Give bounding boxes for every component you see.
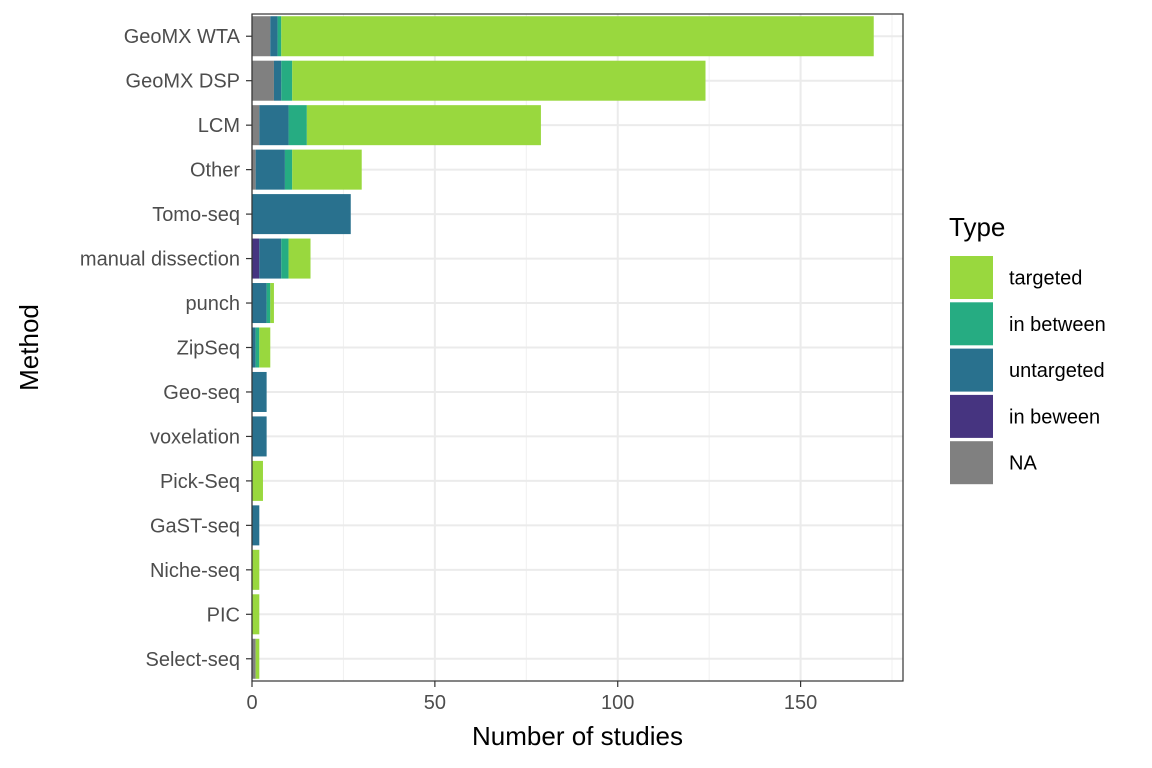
y-tick-label: manual dissection: [80, 249, 240, 271]
bar-segment: [281, 60, 293, 101]
legend-label: untargeted: [1009, 360, 1105, 382]
bar-segment: [252, 594, 260, 635]
legend-swatch: [950, 394, 993, 438]
legend-swatch: [950, 348, 993, 392]
bar-segment: [252, 194, 351, 235]
legend-swatch: [950, 302, 993, 346]
bar-segment: [252, 60, 274, 101]
bar-segment: [284, 149, 293, 190]
y-tick-label: GaST-seq: [150, 515, 240, 537]
bar-segment: [259, 105, 289, 146]
bar-segment: [255, 327, 260, 368]
bar-segment: [273, 60, 282, 101]
x-tick-label: 50: [424, 692, 446, 714]
x-tick-label: 0: [246, 692, 257, 714]
bar-segment: [252, 149, 256, 190]
bar-segment: [288, 238, 311, 279]
bar-segment: [252, 371, 267, 412]
x-tick-label: 100: [601, 692, 634, 714]
bar-segment: [252, 549, 260, 590]
y-tick-label: Select-seq: [146, 649, 241, 671]
bar-segment: [252, 238, 260, 279]
bar-segment: [252, 16, 271, 57]
legend-label: NA: [1009, 453, 1037, 475]
bar-segment: [270, 283, 274, 324]
legend-label: in between: [1009, 314, 1106, 336]
y-tick-label: Other: [190, 160, 240, 182]
y-axis-title: Method: [14, 304, 44, 391]
bar-segment: [252, 505, 260, 546]
x-tick-label: 150: [784, 692, 817, 714]
bar-segment: [252, 283, 267, 324]
bar-segment: [252, 105, 260, 146]
legend-title: Type: [949, 212, 1005, 242]
bar-segment: [259, 238, 282, 279]
bar-segment: [252, 416, 267, 457]
y-tick-label: Geo-seq: [163, 382, 240, 404]
bar-segment: [252, 327, 256, 368]
y-tick-label: PIC: [207, 604, 240, 626]
y-tick-label: voxelation: [150, 426, 240, 448]
y-tick-label: punch: [186, 293, 241, 315]
bar-segment: [266, 283, 271, 324]
bar-segment: [259, 327, 271, 368]
axis-ticks: 0 50 100 150 GeoMX WTA GeoMX DSP LCM Other Tomo-…: [80, 26, 817, 714]
bar-segment: [281, 16, 874, 57]
bar-segment: [292, 149, 362, 190]
y-tick-label: LCM: [198, 115, 240, 137]
bar-segment: [281, 238, 289, 279]
y-tick-label: GeoMX DSP: [126, 71, 240, 93]
y-tick-label: ZipSeq: [177, 338, 240, 360]
legend: Type targeted in between untargeted in bewe…: [949, 212, 1106, 485]
bar-segment: [252, 638, 256, 679]
y-tick-label: GeoMX WTA: [124, 26, 241, 48]
legend-swatch: [950, 441, 993, 485]
y-tick-label: Pick-Seq: [160, 471, 240, 493]
legend-label: in beween: [1009, 406, 1100, 428]
bar-segment: [277, 16, 282, 57]
y-tick-label: Niche-seq: [150, 560, 240, 582]
bar-segment: [255, 638, 260, 679]
bar-segment: [306, 105, 541, 146]
x-axis-title: Number of studies: [472, 721, 683, 751]
y-tick-label: Tomo-seq: [152, 204, 240, 226]
bar-segment: [255, 149, 285, 190]
legend-label: targeted: [1009, 268, 1082, 290]
bar-segment: [292, 60, 706, 101]
legend-swatch: [950, 256, 993, 299]
bars: [252, 16, 874, 679]
bar-segment: [270, 16, 278, 57]
bar-segment: [252, 460, 263, 501]
bar-segment: [288, 105, 307, 146]
